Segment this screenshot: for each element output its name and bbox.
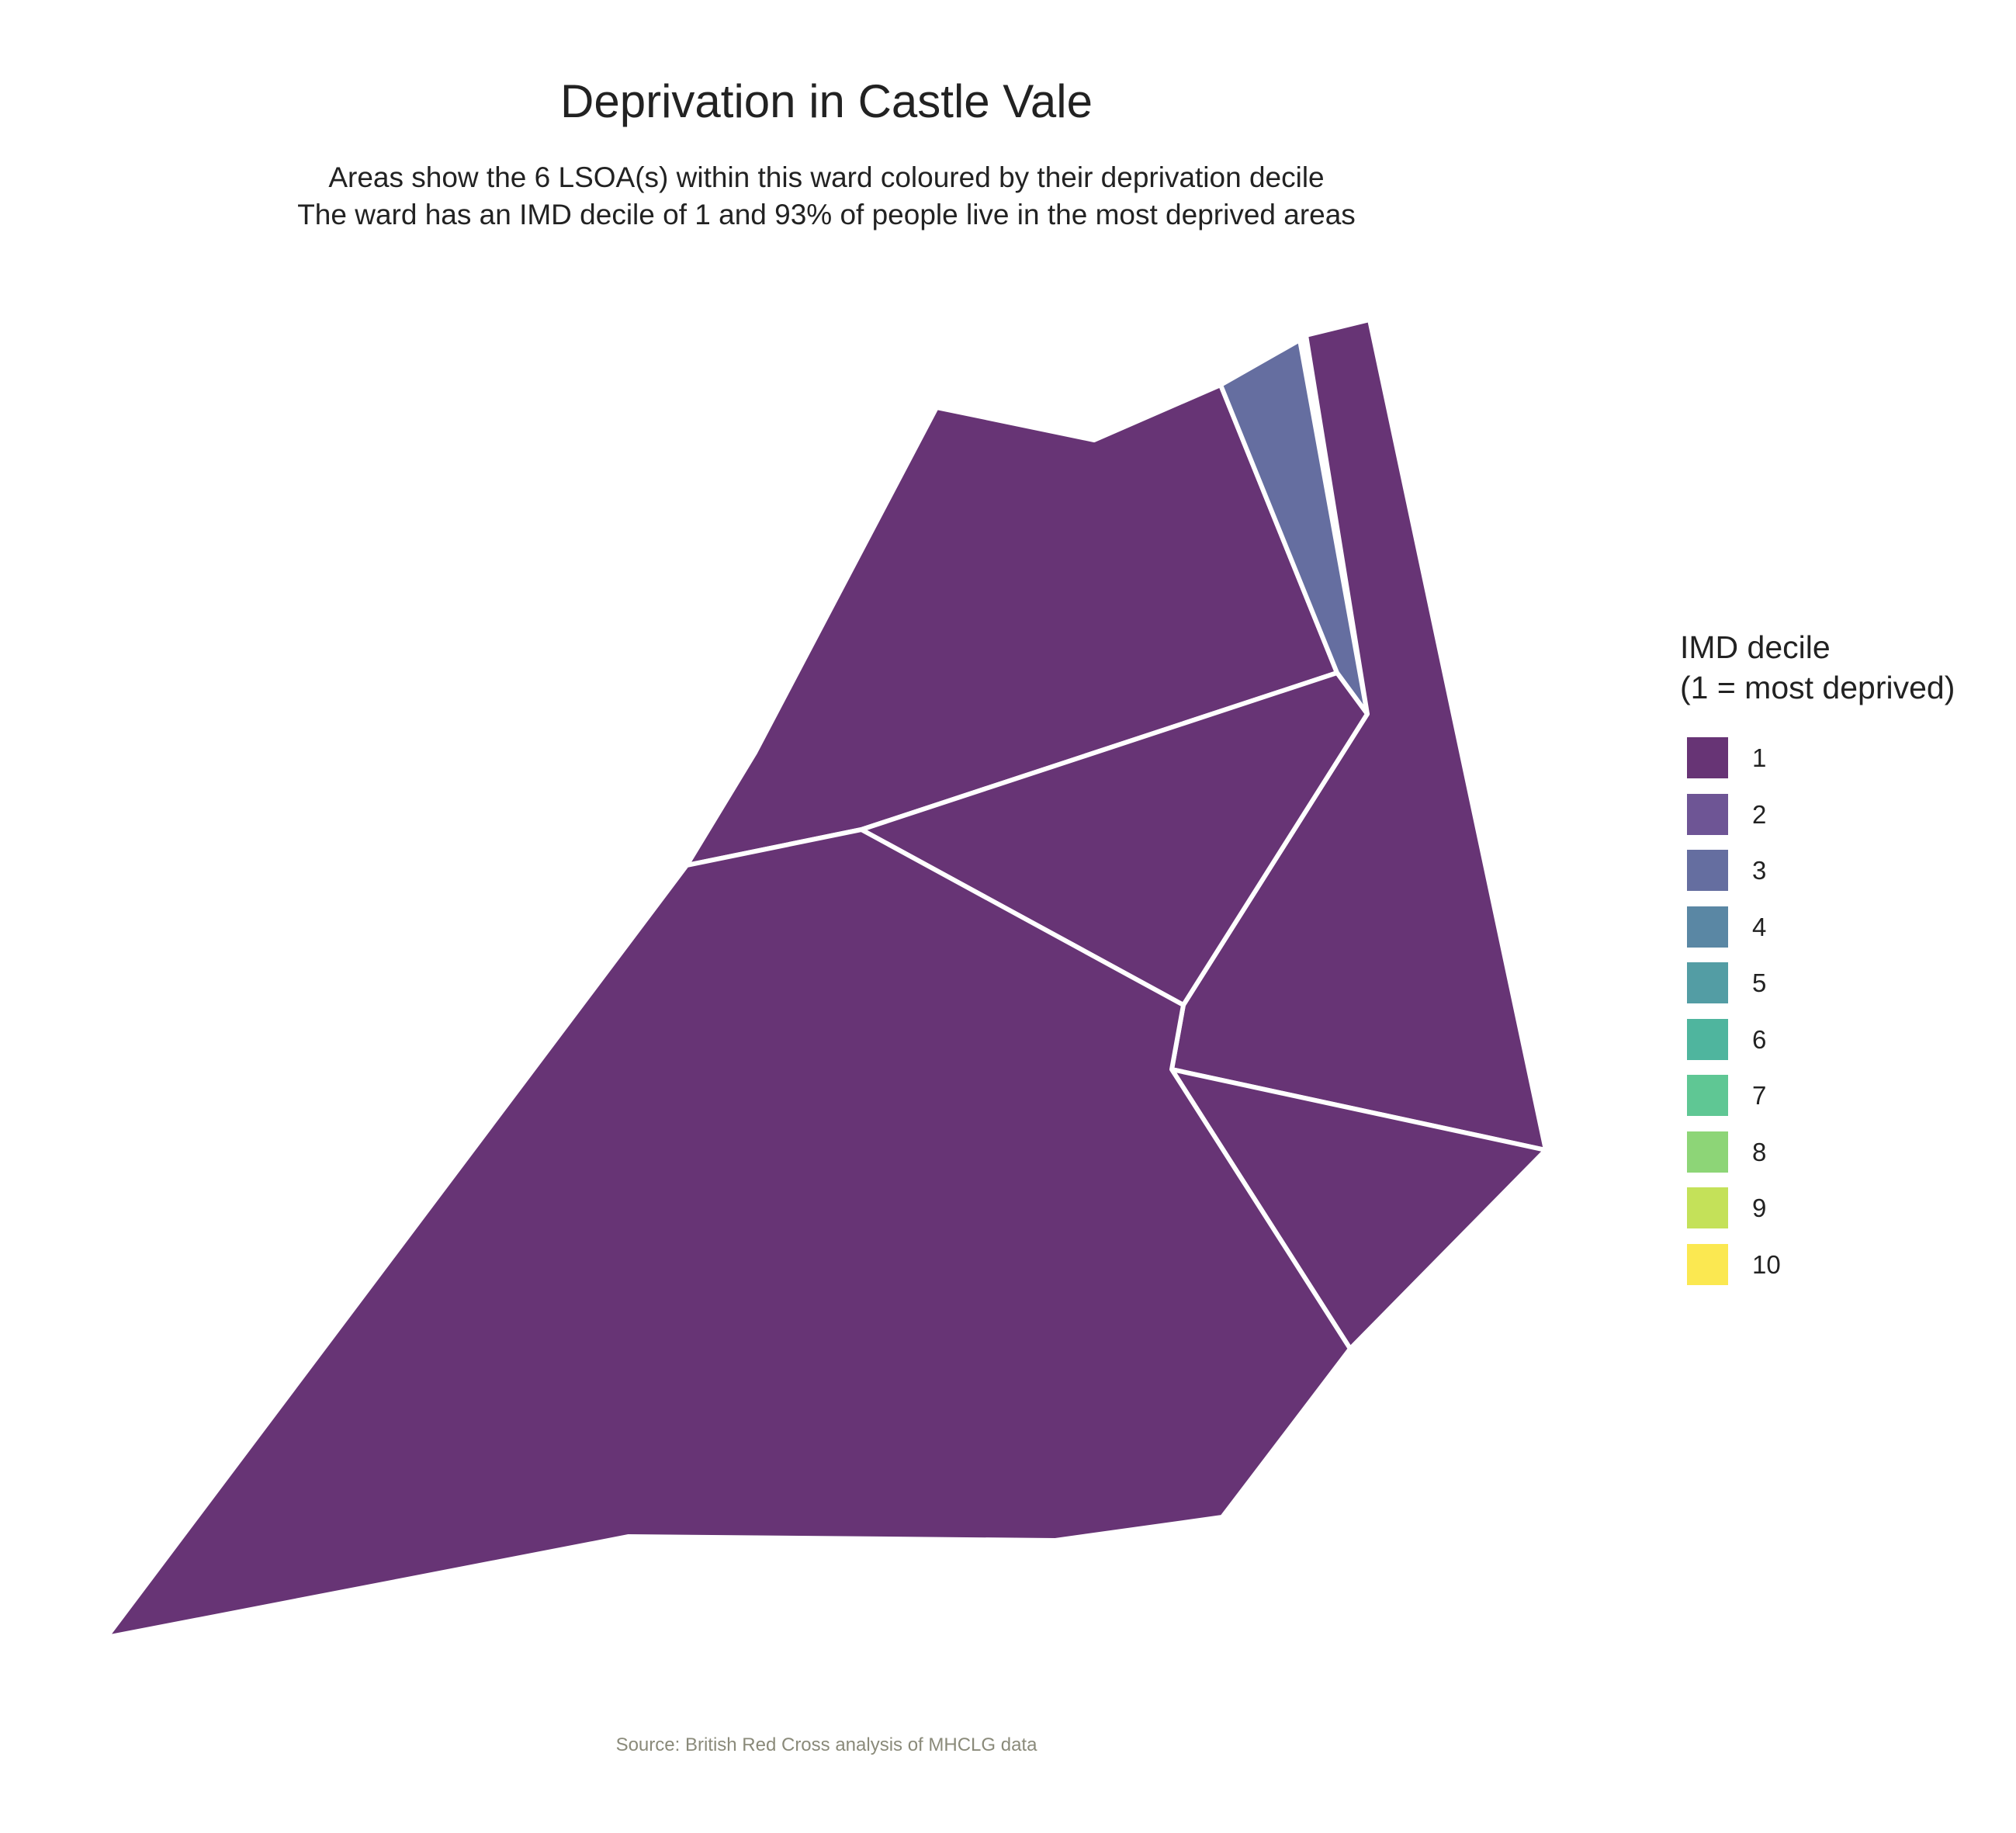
map-areas: [104, 317, 1548, 1640]
legend-swatch-8: [1687, 1131, 1728, 1173]
legend-item-4: 4: [1680, 906, 2006, 963]
legend-item-7: 7: [1680, 1075, 2006, 1131]
legend-label-4: 4: [1752, 912, 1767, 941]
legend-swatch-5: [1687, 962, 1728, 1003]
legend-item-2: 2: [1680, 793, 2006, 851]
legend-swatch-4: [1687, 906, 1728, 948]
chart-title: Deprivation in Castle Vale: [560, 75, 1093, 127]
legend-title: IMD decile (1 = most deprived): [1680, 627, 2006, 708]
legend-item-3: 3: [1680, 850, 2006, 906]
legend-label-3: 3: [1752, 856, 1767, 885]
legend-label-5: 5: [1752, 968, 1767, 997]
subtitle-line-2: The ward has an IMD decile of 1 and 93% …: [297, 199, 1356, 230]
legend-swatch-3: [1687, 850, 1728, 891]
legend-label-8: 8: [1752, 1137, 1767, 1166]
legend-swatch-7: [1687, 1075, 1728, 1116]
subtitle-line-1: Areas show the 6 LSOA(s) within this war…: [328, 161, 1325, 193]
legend-item-1: 1: [1680, 737, 2006, 794]
legend-label-6: 6: [1752, 1024, 1767, 1054]
lsoa-south-west: [104, 827, 1353, 1640]
legend-swatch-6: [1687, 1018, 1728, 1060]
legend-swatch-2: [1687, 793, 1728, 835]
legend-label-2: 2: [1752, 799, 1767, 829]
legend-label-9: 9: [1752, 1194, 1767, 1222]
legend-swatch-1: [1687, 737, 1728, 778]
legend-swatch-9: [1687, 1187, 1728, 1228]
legend-title-line-1: IMD decile: [1680, 629, 1831, 665]
legend-item-8: 8: [1680, 1131, 2006, 1188]
legend-item-9: 9: [1680, 1187, 2006, 1244]
legend-item-6: 6: [1680, 1018, 2006, 1076]
source-caption: Source: British Red Cross analysis of MH…: [615, 1734, 1037, 1755]
legend: IMD decile (1 = most deprived) 1 2 3 4 5 6 7 8 9…: [1680, 627, 2006, 1300]
chart-subtitle: Areas show the 6 LSOA(s) within this war…: [0, 159, 1653, 234]
legend-label-1: 1: [1752, 743, 1767, 772]
legend-items: 1 2 3 4 5 6 7 8 9 10: [1680, 737, 2006, 1300]
legend-item-10: 10: [1680, 1243, 2006, 1301]
legend-label-7: 7: [1752, 1081, 1767, 1110]
legend-title-line-2: (1 = most deprived): [1680, 670, 1955, 705]
legend-swatch-10: [1687, 1243, 1728, 1285]
legend-item-5: 5: [1680, 962, 2006, 1019]
legend-label-10: 10: [1752, 1249, 1781, 1279]
